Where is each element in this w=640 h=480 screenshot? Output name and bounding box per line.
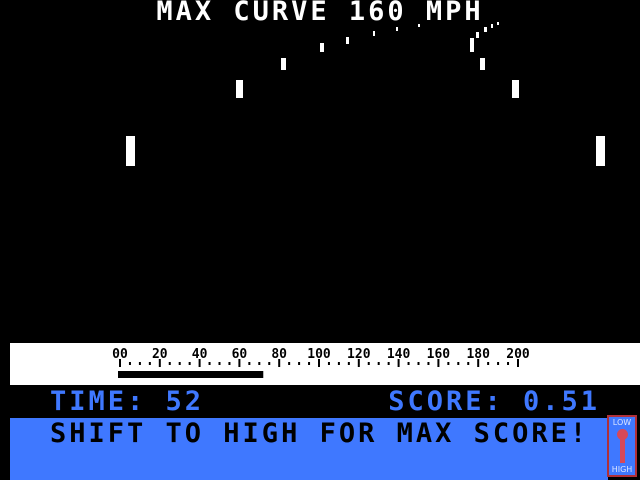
speed-tick: [119, 359, 121, 367]
road-marker: [281, 58, 286, 70]
right-road-markers: [470, 22, 605, 166]
message-text: SHIFT TO HIGH FOR MAX SCORE!: [50, 418, 590, 449]
speed-tick-label: 60: [232, 347, 248, 362]
speed-tick: [517, 359, 519, 367]
speed-tick: [337, 362, 340, 365]
speed-tick: [308, 362, 311, 365]
speed-tick-label: 180: [466, 347, 490, 362]
speed-tick: [218, 362, 221, 365]
speed-tick: [128, 362, 131, 365]
speed-tick: [407, 362, 410, 365]
speed-tick-label: 160: [427, 347, 451, 362]
speed-tick: [507, 362, 510, 365]
road-view: [126, 22, 605, 166]
speed-tick: [198, 359, 201, 367]
speed-tick: [367, 362, 370, 365]
time-readout: TIME: 52: [50, 386, 205, 417]
speed-tick: [497, 362, 500, 365]
speed-tick-label: 140: [387, 347, 411, 362]
speedometer: 00 20 40 60 80 100 120 140 160 180 200: [10, 343, 640, 385]
speed-tick: [298, 362, 301, 365]
speed-tick-label: 00: [112, 347, 128, 362]
speed-tick: [467, 362, 470, 365]
speed-tick: [417, 362, 420, 365]
road-marker: [320, 43, 324, 52]
speed-tick: [178, 362, 181, 365]
left-road-markers: [126, 24, 420, 166]
speed-tick-label: 40: [192, 347, 208, 362]
speed-tick: [238, 359, 241, 367]
message-bar: SHIFT TO HIGH FOR MAX SCORE!: [10, 418, 608, 480]
speed-tick: [148, 362, 151, 365]
speed-tick-label: 120: [347, 347, 371, 362]
road-marker: [491, 24, 493, 28]
speed-tick: [188, 362, 191, 365]
speed-bar: [118, 371, 264, 378]
speed-tick: [258, 362, 261, 365]
speed-tick: [447, 362, 450, 365]
speed-tick: [437, 359, 440, 367]
status-row: TIME: 52 SCORE: 0.51: [0, 386, 640, 418]
speed-tick: [158, 359, 161, 367]
speed-tick: [377, 362, 380, 365]
speedometer-scale: 00 20 40 60 80 100 120 140 160 180 200: [112, 347, 530, 378]
road-marker: [236, 80, 243, 98]
speed-tick: [347, 362, 350, 365]
road-marker: [484, 27, 487, 32]
speed-tick-label: 200: [506, 347, 530, 362]
gear-knob-icon[interactable]: [617, 429, 628, 440]
max-curve-title: MAX CURVE 160 MPH: [156, 0, 484, 27]
speed-tick: [288, 362, 291, 365]
road-marker: [497, 22, 499, 25]
speed-tick: [327, 362, 330, 365]
speed-tick: [278, 359, 281, 367]
road-marker: [396, 27, 398, 31]
road-marker: [346, 37, 349, 44]
road-marker: [596, 136, 605, 166]
road-marker: [480, 58, 485, 70]
speed-tick-label: 80: [271, 347, 287, 362]
speed-tick: [477, 359, 480, 367]
road-marker: [470, 38, 474, 52]
speed-tick: [397, 359, 400, 367]
speed-tick: [357, 359, 360, 367]
road-marker: [418, 24, 420, 27]
speed-tick: [487, 362, 490, 365]
speed-tick: [248, 362, 251, 365]
speed-tick: [387, 362, 390, 365]
gear-shifter[interactable]: LOW HIGH: [607, 415, 637, 477]
speed-tick: [457, 362, 460, 365]
road-marker: [512, 80, 519, 98]
speed-tick: [427, 362, 430, 365]
speed-tick-label: 100: [307, 347, 331, 362]
speed-tick: [138, 362, 141, 365]
speed-tick: [268, 362, 271, 365]
speed-tick-label: 20: [152, 347, 168, 362]
speed-tick: [208, 362, 211, 365]
speed-tick: [228, 362, 231, 365]
speed-tick: [318, 359, 320, 367]
gear-low-label: LOW: [612, 418, 632, 427]
score-readout: SCORE: 0.51: [388, 386, 600, 417]
road-marker: [476, 32, 479, 38]
road-marker: [126, 136, 135, 166]
speed-tick: [168, 362, 171, 365]
gear-high-label: HIGH: [611, 465, 633, 474]
road-marker: [373, 31, 375, 36]
gear-stick-icon: [620, 437, 625, 463]
